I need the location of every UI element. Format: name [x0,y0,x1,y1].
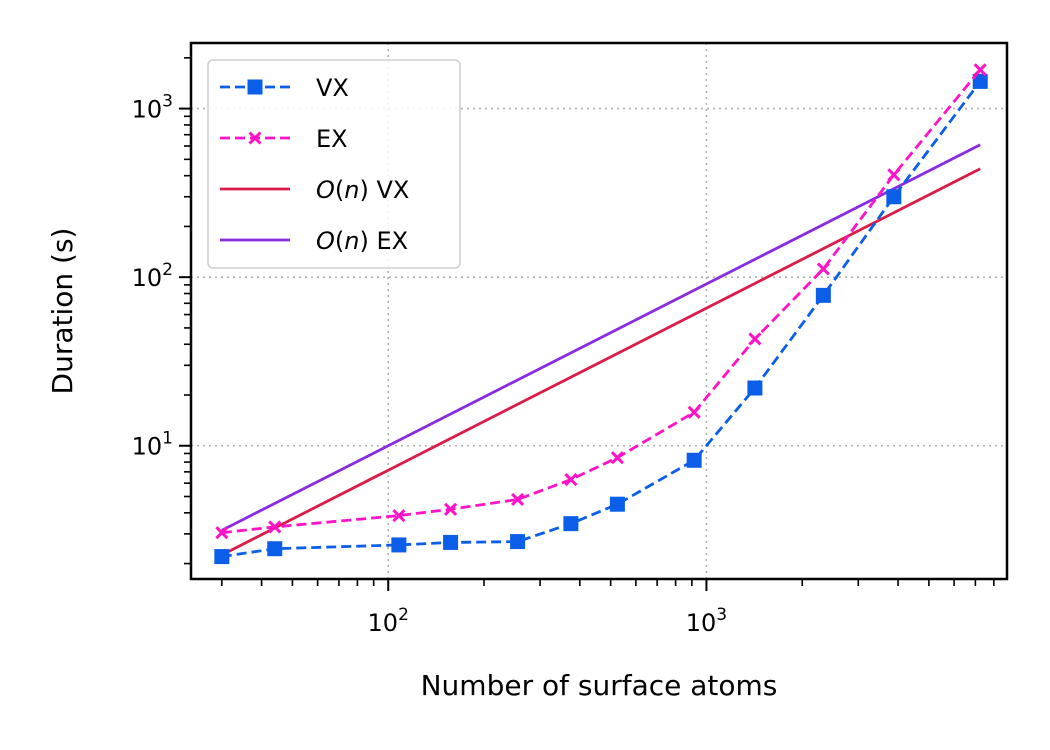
data-point [214,549,230,565]
series-line [221,80,982,558]
data-point [563,516,579,532]
legend-label: O(n) EX [316,227,408,255]
series-ex [215,63,987,540]
data-point [215,526,229,540]
x-tick-label: 102 [368,605,409,637]
data-point [511,492,525,507]
legend: VX EX O(n) VX O(n) EX [207,59,461,269]
legend-entry-ex: EX [220,125,348,153]
y-tick-label: 101 [132,429,173,461]
series-vx [214,73,988,565]
legend-marker [247,79,263,95]
data-point [686,452,702,468]
axis-ticks: 102 103 101 102 103 [132,57,995,637]
data-point [972,73,988,89]
data-point [510,534,526,550]
data-point [444,502,458,516]
legend-entry-vx: VX [220,74,349,102]
data-point [443,534,459,550]
plot-frame [189,41,1009,581]
data-point [687,405,701,419]
data-point [887,168,901,182]
legend-marker [248,131,262,145]
y-tick-label: 102 [132,260,173,292]
series-line [221,167,981,557]
data-point [886,189,902,205]
y-tick-label: 103 [132,92,173,124]
data-point [748,332,762,346]
data-point [973,63,987,77]
series-on-vx [221,167,981,557]
y-axis-title: Duration (s) [46,228,79,395]
legend-label: EX [316,125,348,153]
legend-entry-on-vx: O(n) VX [220,176,409,204]
data-point [391,537,407,553]
legend-entry-on-ex: O(n) EX [220,227,408,255]
legend-label: O(n) VX [316,176,409,204]
data-point [609,496,625,512]
series-line [221,143,981,532]
data-point [392,509,406,523]
series-line [221,68,982,535]
x-tick-label: 103 [686,605,727,637]
data-point [816,262,830,276]
data-point [268,520,282,534]
series-on-ex [221,143,981,532]
legend-box [207,59,461,269]
data-point [267,541,283,557]
series-layer [214,63,988,565]
legend-label: VX [316,74,349,102]
data-point [815,287,831,303]
data-point [747,380,763,396]
data-point [564,473,578,487]
x-axis-title: Number of surface atoms [421,669,778,702]
grid [191,43,1007,579]
data-point [610,451,624,465]
